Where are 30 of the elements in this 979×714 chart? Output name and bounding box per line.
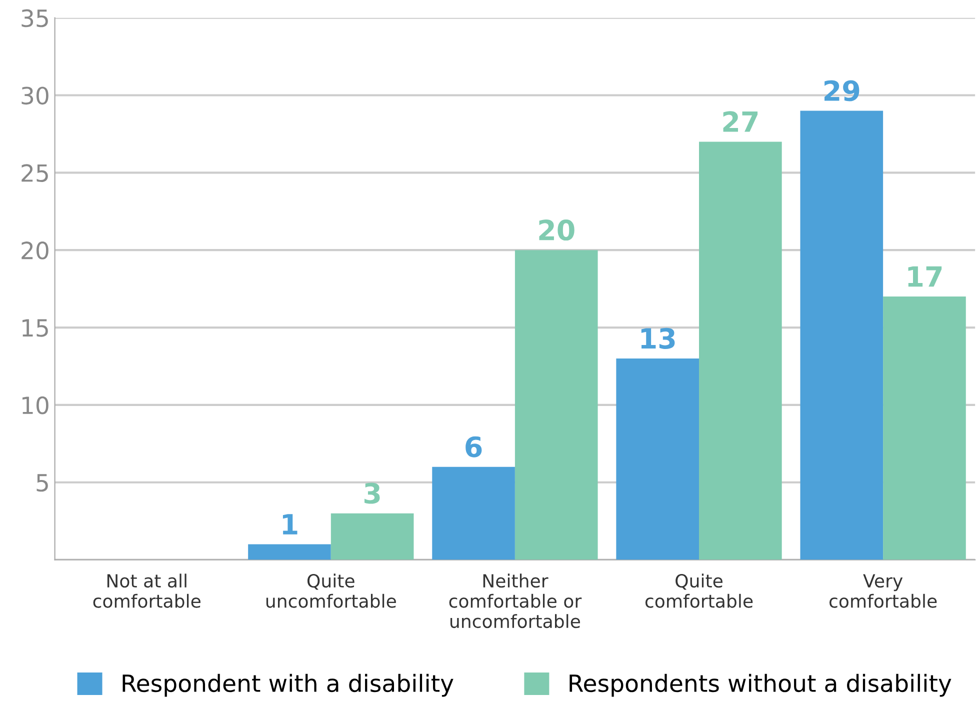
bar xyxy=(330,513,414,560)
y-tick-label: 15 xyxy=(22,319,48,337)
y-tick-label: 25 xyxy=(22,164,48,182)
y-tick-label: 20 xyxy=(22,242,48,260)
y-tick-label: 10 xyxy=(22,396,48,414)
x-tick-label: Quite comfortable xyxy=(645,574,753,608)
legend-label: Respondents without a disability xyxy=(570,674,952,697)
data-label: 27 xyxy=(723,111,758,132)
bar xyxy=(248,544,331,560)
bar xyxy=(432,466,515,560)
y-tick-label: 30 xyxy=(22,86,48,105)
x-tick-label: Neither comfortable or uncomfortable xyxy=(449,574,582,628)
x-tick-label: Not at all comfortable xyxy=(93,574,200,608)
data-label: 3 xyxy=(364,482,380,504)
bar xyxy=(514,250,598,560)
bar xyxy=(800,110,884,560)
bar xyxy=(616,358,700,560)
legend-label: Respondent with a disability xyxy=(122,674,454,697)
y-tick-label: 35 xyxy=(22,9,48,28)
bar xyxy=(699,142,782,560)
data-label: 1 xyxy=(282,514,298,534)
bar xyxy=(883,296,966,560)
data-label: 13 xyxy=(641,328,675,349)
x-tick-label: Very comfortable xyxy=(829,574,937,608)
data-label: 29 xyxy=(824,80,860,102)
x-tick-label: Quite uncomfortable xyxy=(266,574,396,608)
data-label: 20 xyxy=(539,220,574,241)
y-tick-label: 5 xyxy=(36,474,48,492)
data-label: 6 xyxy=(466,436,482,458)
data-label: 17 xyxy=(908,266,942,287)
